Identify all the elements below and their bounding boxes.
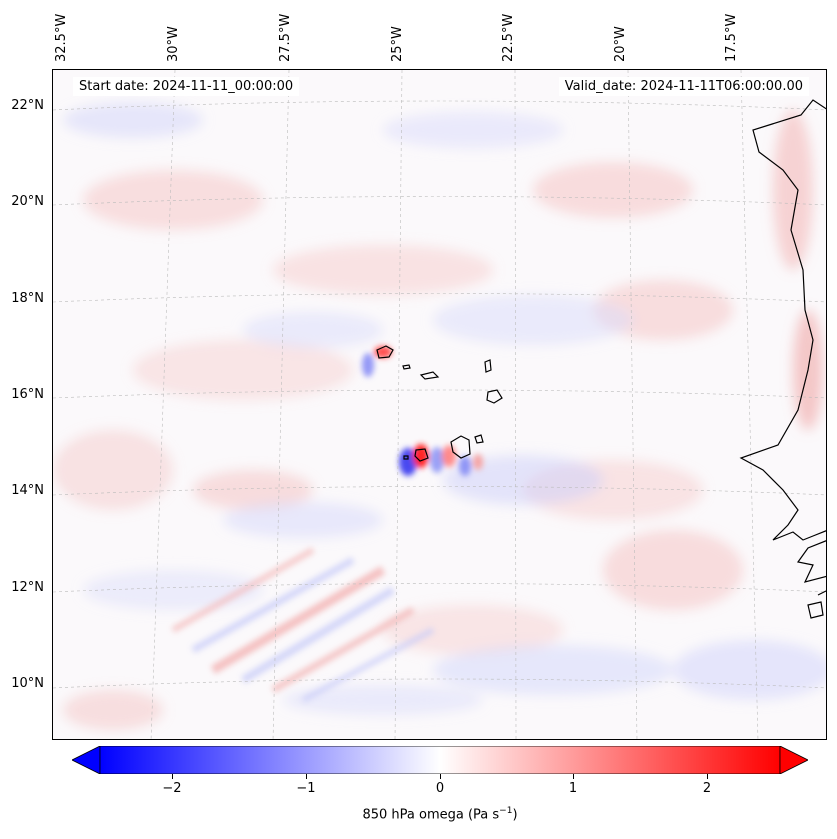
lat-label-22n: 22°N — [11, 98, 44, 113]
lon-label-27-5w: 27.5°W — [278, 13, 293, 62]
colorbar-tickmark — [172, 774, 173, 779]
lat-label-10n: 10°N — [11, 676, 44, 691]
colorbar-label-prefix: 850 hPa omega (Pa s — [362, 807, 500, 823]
colorbar-label-suffix: ) — [512, 807, 518, 823]
colorbar-min-extend — [72, 746, 101, 774]
valid-date-label: Valid_date: 2024-11-11T06:00:00.00 — [558, 77, 809, 96]
gridlines — [53, 70, 826, 739]
lat-label-20n: 20°N — [11, 194, 44, 209]
colorbar-tick-label: −2 — [162, 781, 182, 796]
wave-streaks — [171, 547, 435, 703]
lon-label-17-5w: 17.5°W — [724, 13, 739, 62]
lon-label-22-5w: 22.5°W — [501, 13, 516, 62]
start-date-label: Start date: 2024-11-11_00:00:00 — [73, 77, 300, 96]
lon-label-32-5w: 32.5°W — [54, 13, 69, 62]
african-coastline — [739, 99, 826, 619]
lon-label-25w: 25°W — [390, 26, 405, 62]
colorbar-tick-label: 2 — [702, 781, 712, 796]
omega-field-map — [53, 70, 826, 739]
colorbar-tickmark — [573, 774, 574, 779]
colorbar-label-exponent: −1 — [499, 806, 513, 816]
colorbar — [72, 746, 808, 774]
colorbar-tick-label: −1 — [296, 781, 316, 796]
cape-verde-islands — [376, 345, 503, 462]
colorbar-tickmark — [440, 774, 441, 779]
colorbar-tick-label: 0 — [435, 781, 445, 796]
colorbar-label: 850 hPa omega (Pa s−1) — [0, 806, 837, 822]
lat-label-12n: 12°N — [11, 580, 44, 595]
lon-label-30w: 30°W — [166, 26, 181, 62]
lat-label-16n: 16°N — [11, 387, 44, 402]
map-panel — [52, 69, 827, 740]
colorbar-tick-label: 1 — [568, 781, 578, 796]
colorbar-ramp — [99, 746, 781, 774]
colorbar-max-extend — [779, 746, 808, 774]
colorbar-tickmark — [707, 774, 708, 779]
lat-label-14n: 14°N — [11, 483, 44, 498]
lon-label-20w: 20°W — [613, 26, 628, 62]
omega-field — [53, 102, 826, 730]
colorbar-tickmark — [306, 774, 307, 779]
lat-label-18n: 18°N — [11, 291, 44, 306]
